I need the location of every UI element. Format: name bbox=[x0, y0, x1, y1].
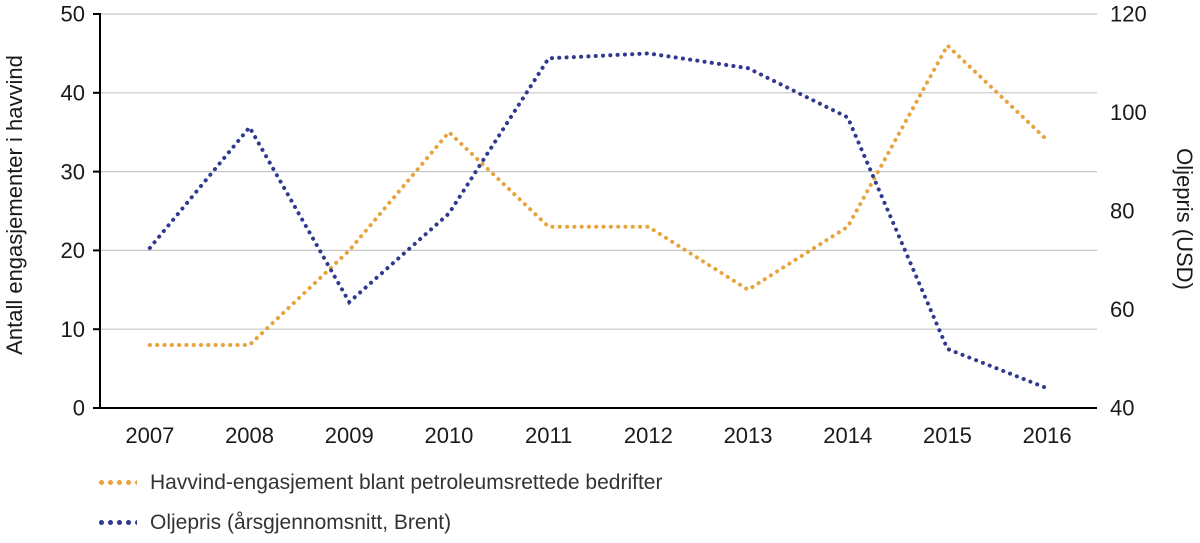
x-tick-label: 2012 bbox=[624, 423, 673, 448]
left-tick-label: 50 bbox=[61, 2, 85, 27]
right-tick-label: 80 bbox=[1110, 199, 1134, 224]
x-tick-label: 2007 bbox=[125, 423, 174, 448]
right-tick-label: 120 bbox=[1110, 2, 1147, 27]
legend-label-offshore-wind: Havvind-engasjement blant petroleumsrett… bbox=[150, 471, 663, 494]
x-tick-label: 2013 bbox=[724, 423, 773, 448]
legend: Havvind-engasjement blant petroleumsrett… bbox=[97, 470, 662, 535]
legend-item-offshore-wind: Havvind-engasjement blant petroleumsrett… bbox=[97, 470, 662, 495]
right-tick-label: 100 bbox=[1110, 100, 1147, 125]
right-tick-label: 60 bbox=[1110, 297, 1134, 322]
legend-item-oil-price: Oljepris (årsgjennomsnitt, Brent) bbox=[97, 510, 662, 535]
left-tick-label: 0 bbox=[73, 396, 85, 421]
x-tick-label: 2016 bbox=[1023, 423, 1072, 448]
legend-swatch-oil-price-dotted-line bbox=[97, 519, 137, 527]
x-tick-label: 2010 bbox=[424, 423, 473, 448]
x-tick-label: 2009 bbox=[325, 423, 374, 448]
x-tick-label: 2008 bbox=[225, 423, 274, 448]
x-tick-label: 2011 bbox=[525, 423, 572, 448]
plot-area: 0 10 20 30 40 50 40 60 80 100 120 2007 2008 2009 2010 2… bbox=[61, 2, 1147, 448]
legend-label-oil-price: Oljepris (årsgjennomsnitt, Brent) bbox=[150, 511, 452, 535]
left-tick-label: 40 bbox=[61, 81, 85, 106]
left-tick-label: 10 bbox=[61, 317, 85, 342]
left-tick-label: 30 bbox=[61, 159, 85, 184]
left-tick-label: 20 bbox=[61, 238, 85, 263]
x-tick-label: 2015 bbox=[923, 423, 972, 448]
series-line-0 bbox=[147, 42, 1050, 347]
series-line-1 bbox=[147, 51, 1050, 391]
legend-swatch-offshore-wind-dotted-line bbox=[97, 479, 137, 487]
x-tick-label: 2014 bbox=[823, 423, 872, 448]
right-tick-label: 40 bbox=[1110, 396, 1134, 421]
